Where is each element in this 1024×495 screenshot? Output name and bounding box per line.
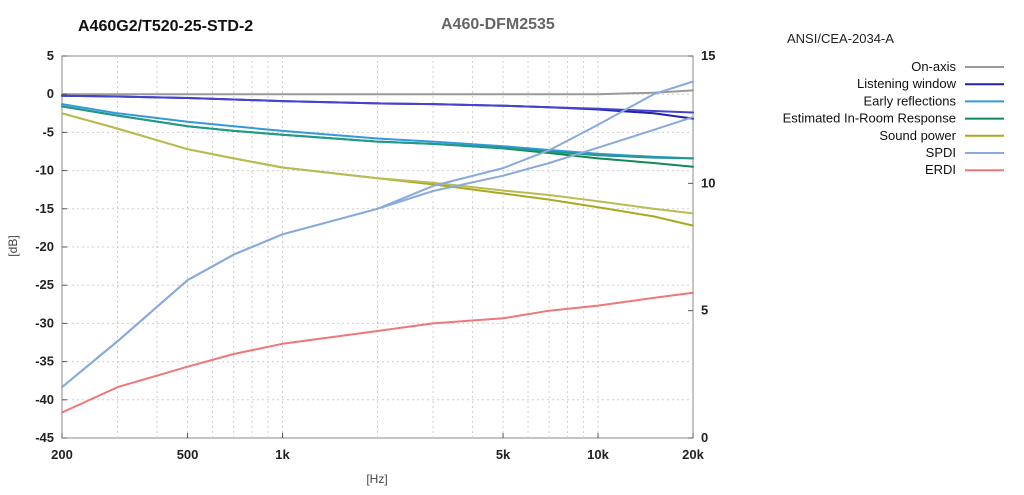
y2-axis-ticks: 0 5 10 15	[688, 48, 715, 445]
x-axis-ticks: 200 500 1k 5k 10k 20k	[51, 433, 705, 462]
chart-title-center: A460-DFM2535	[441, 16, 555, 33]
x-tick-label: 1k	[275, 447, 290, 462]
y-tick-label: -35	[35, 354, 54, 369]
legend-label: Sound power	[879, 128, 956, 143]
legend: ANSI/CEA-2034-A On-axis Listening window E…	[783, 31, 1004, 177]
y-axis-label: [dB]	[6, 235, 20, 256]
y2-tick-label: 15	[701, 48, 715, 63]
y-tick-label: -10	[35, 163, 54, 178]
x-tick-label: 500	[177, 447, 199, 462]
series-layer	[61, 80, 694, 414]
y-tick-label: -15	[35, 201, 54, 216]
y-tick-label: -5	[42, 124, 54, 139]
legend-label: Early reflections	[864, 93, 957, 108]
y2-tick-label: 10	[701, 175, 715, 190]
y-tick-label: -25	[35, 277, 54, 292]
y-tick-label: -20	[35, 239, 54, 254]
y2-tick-label: 0	[701, 430, 708, 445]
series-line-spdi-alt	[61, 116, 694, 389]
y-axis-ticks: 5 0 -5 -10 -15 -20 -25 -30 -35 -40 -45	[35, 48, 67, 445]
legend-label: ERDI	[925, 162, 956, 177]
legend-label: SPDI	[926, 145, 956, 160]
y-tick-label: -40	[35, 392, 54, 407]
legend-label: Estimated In-Room Response	[783, 111, 956, 126]
y-tick-label: 0	[47, 86, 54, 101]
chart-title-left: A460G2/T520-25-STD-2	[78, 18, 253, 35]
legend-label: On-axis	[911, 59, 956, 74]
y2-tick-label: 5	[701, 303, 708, 318]
y-tick-label: -45	[35, 430, 54, 445]
legend-title: ANSI/CEA-2034-A	[787, 31, 894, 46]
series-line-on-axis	[61, 89, 694, 96]
series-line-estimated-in-room-response-alt	[61, 105, 694, 160]
x-axis-label: [Hz]	[366, 472, 387, 486]
series-line-sound-power-alt	[61, 112, 694, 215]
x-tick-label: 5k	[496, 447, 511, 462]
series-line-early-reflections	[61, 103, 694, 160]
y-tick-label: -30	[35, 315, 54, 330]
x-tick-label: 200	[51, 447, 73, 462]
y-tick-label: 5	[47, 48, 54, 63]
series-line-erdi	[61, 291, 694, 414]
x-tick-label: 10k	[587, 447, 609, 462]
x-tick-label: 20k	[682, 447, 704, 462]
legend-label: Listening window	[857, 76, 957, 91]
series-line-listening-window-alt	[61, 94, 694, 114]
